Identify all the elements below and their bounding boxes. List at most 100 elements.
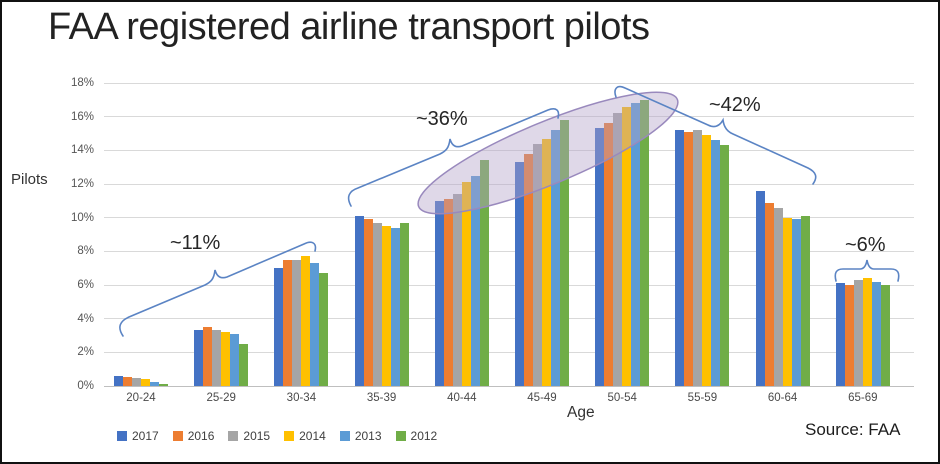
bar-2014-60-64 <box>782 217 792 386</box>
legend-label-2012: 2012 <box>410 429 438 443</box>
gridline-6% <box>104 284 914 286</box>
y-tick-label: 10% <box>70 211 94 224</box>
legend-label-2014: 2014 <box>299 429 326 443</box>
bar-2015-60-64 <box>773 207 783 386</box>
bar-2015-55-59 <box>693 130 703 386</box>
bar-2017-40-44 <box>434 200 444 386</box>
bar-2014-20-24 <box>141 379 150 386</box>
bar-group-65-69 <box>835 83 890 386</box>
y-tick-label: 0% <box>77 380 94 392</box>
legend-swatch-2016 <box>172 431 183 441</box>
bar-2014-30-34 <box>301 256 311 386</box>
legend-item-2014: 2014 <box>284 429 326 443</box>
y-tick-label: 14% <box>70 144 94 157</box>
bar-2014-50-54 <box>622 106 632 386</box>
legend: 2017 2016 2015 2014 2013 2012 <box>117 429 437 443</box>
bar-group-55-59 <box>675 83 730 386</box>
bar-2015-65-69 <box>853 279 863 386</box>
legend-swatch-2014 <box>284 431 295 441</box>
y-tick-label: 6% <box>77 279 94 291</box>
bar-2015-40-44 <box>452 194 462 386</box>
bar-2012-55-59 <box>720 145 730 386</box>
bar-2012-20-24 <box>159 384 168 386</box>
bar-group-20-24 <box>114 83 168 386</box>
bar-group-50-54 <box>595 83 650 386</box>
chart-title: FAA registered airline transport pilots <box>48 6 650 48</box>
x-axis-title: Age <box>567 404 595 421</box>
bar-2014-55-59 <box>702 135 712 386</box>
x-tick-label: 30-34 <box>286 392 317 404</box>
x-tick-label: 35-39 <box>366 392 397 404</box>
y-tick-label: 2% <box>77 346 94 359</box>
bar-2017-25-29 <box>194 330 204 386</box>
bar-group-60-64 <box>755 83 810 386</box>
bar-2017-35-39 <box>354 215 364 386</box>
bar-2013-30-34 <box>310 263 320 386</box>
bar-2017-60-64 <box>755 190 765 386</box>
annotation-label-6pct: ~6% <box>845 234 886 256</box>
y-tick-label: 18% <box>70 77 94 89</box>
legend-item-2017: 2017 <box>117 429 159 443</box>
x-tick-label: 40-44 <box>447 392 477 404</box>
bar-2013-25-29 <box>230 333 240 386</box>
legend-swatch-2013 <box>339 431 350 441</box>
plot-area: 0% 2% 4% 6% 8% 10% 12% 14% 16% 18% 20-24 25-29 30-34… <box>71 77 914 404</box>
bar-2012-50-54 <box>640 99 650 386</box>
bar-2016-20-24 <box>123 376 132 386</box>
bar-2017-45-49 <box>515 162 524 386</box>
bar-2014-45-49 <box>542 138 551 386</box>
bar-2016-65-69 <box>844 285 854 386</box>
bar-2012-25-29 <box>239 343 249 386</box>
legend-swatch-2012 <box>395 431 406 441</box>
bar-2015-30-34 <box>292 259 302 386</box>
gridline-8% <box>104 250 914 252</box>
bar-2012-40-44 <box>479 160 489 386</box>
legend-item-2013: 2013 <box>339 429 382 443</box>
bar-2016-30-34 <box>283 259 293 386</box>
bar-group-40-44 <box>434 83 489 386</box>
gridline-0% <box>104 385 914 387</box>
bar-2016-40-44 <box>443 199 453 386</box>
x-tick-label: 55-59 <box>687 392 718 404</box>
bar-2016-35-39 <box>363 219 373 386</box>
bar-2015-45-49 <box>533 143 542 386</box>
bar-2016-50-54 <box>604 123 614 386</box>
bar-2013-35-39 <box>390 227 400 386</box>
x-tick-label: 20-24 <box>126 392 156 404</box>
bar-2012-60-64 <box>800 215 810 386</box>
bar-2016-25-29 <box>203 327 213 386</box>
bar-2013-50-54 <box>631 103 641 386</box>
gridline-18% <box>104 82 914 84</box>
gridline-4% <box>104 318 914 320</box>
bar-group-35-39 <box>354 83 409 386</box>
bar-2015-50-54 <box>613 113 623 386</box>
x-tick-label: 25-29 <box>206 392 236 404</box>
bar-2014-35-39 <box>381 226 391 386</box>
bar-2012-30-34 <box>319 273 329 386</box>
bar-2015-25-29 <box>212 330 222 386</box>
bar-2013-65-69 <box>871 281 881 386</box>
bar-2013-40-44 <box>470 175 480 386</box>
legend-label-2013: 2013 <box>354 429 382 443</box>
x-tick-label: 60-64 <box>767 392 798 404</box>
bar-2015-20-24 <box>132 378 141 386</box>
bar-2014-65-69 <box>862 278 872 386</box>
x-tick-label: 65-69 <box>848 392 878 404</box>
bar-2016-55-59 <box>684 131 694 386</box>
source-label: Source: FAA <box>805 420 901 439</box>
legend-item-2016: 2016 <box>172 429 214 443</box>
x-tick-label: 45-49 <box>527 392 557 404</box>
bar-2014-40-44 <box>461 182 471 386</box>
bar-group-25-29 <box>194 83 249 386</box>
bar-2017-20-24 <box>114 375 123 386</box>
bar-2014-25-29 <box>221 332 231 386</box>
annotation-label-42pct: ~42% <box>709 94 761 116</box>
bar-2013-20-24 <box>150 381 159 386</box>
legend-label-2015: 2015 <box>243 429 271 443</box>
y-tick-label: 8% <box>77 245 94 258</box>
legend-label-2017: 2017 <box>132 429 159 443</box>
bar-2015-35-39 <box>372 222 382 386</box>
bar-2012-65-69 <box>880 285 890 386</box>
bar-2017-65-69 <box>835 283 845 386</box>
